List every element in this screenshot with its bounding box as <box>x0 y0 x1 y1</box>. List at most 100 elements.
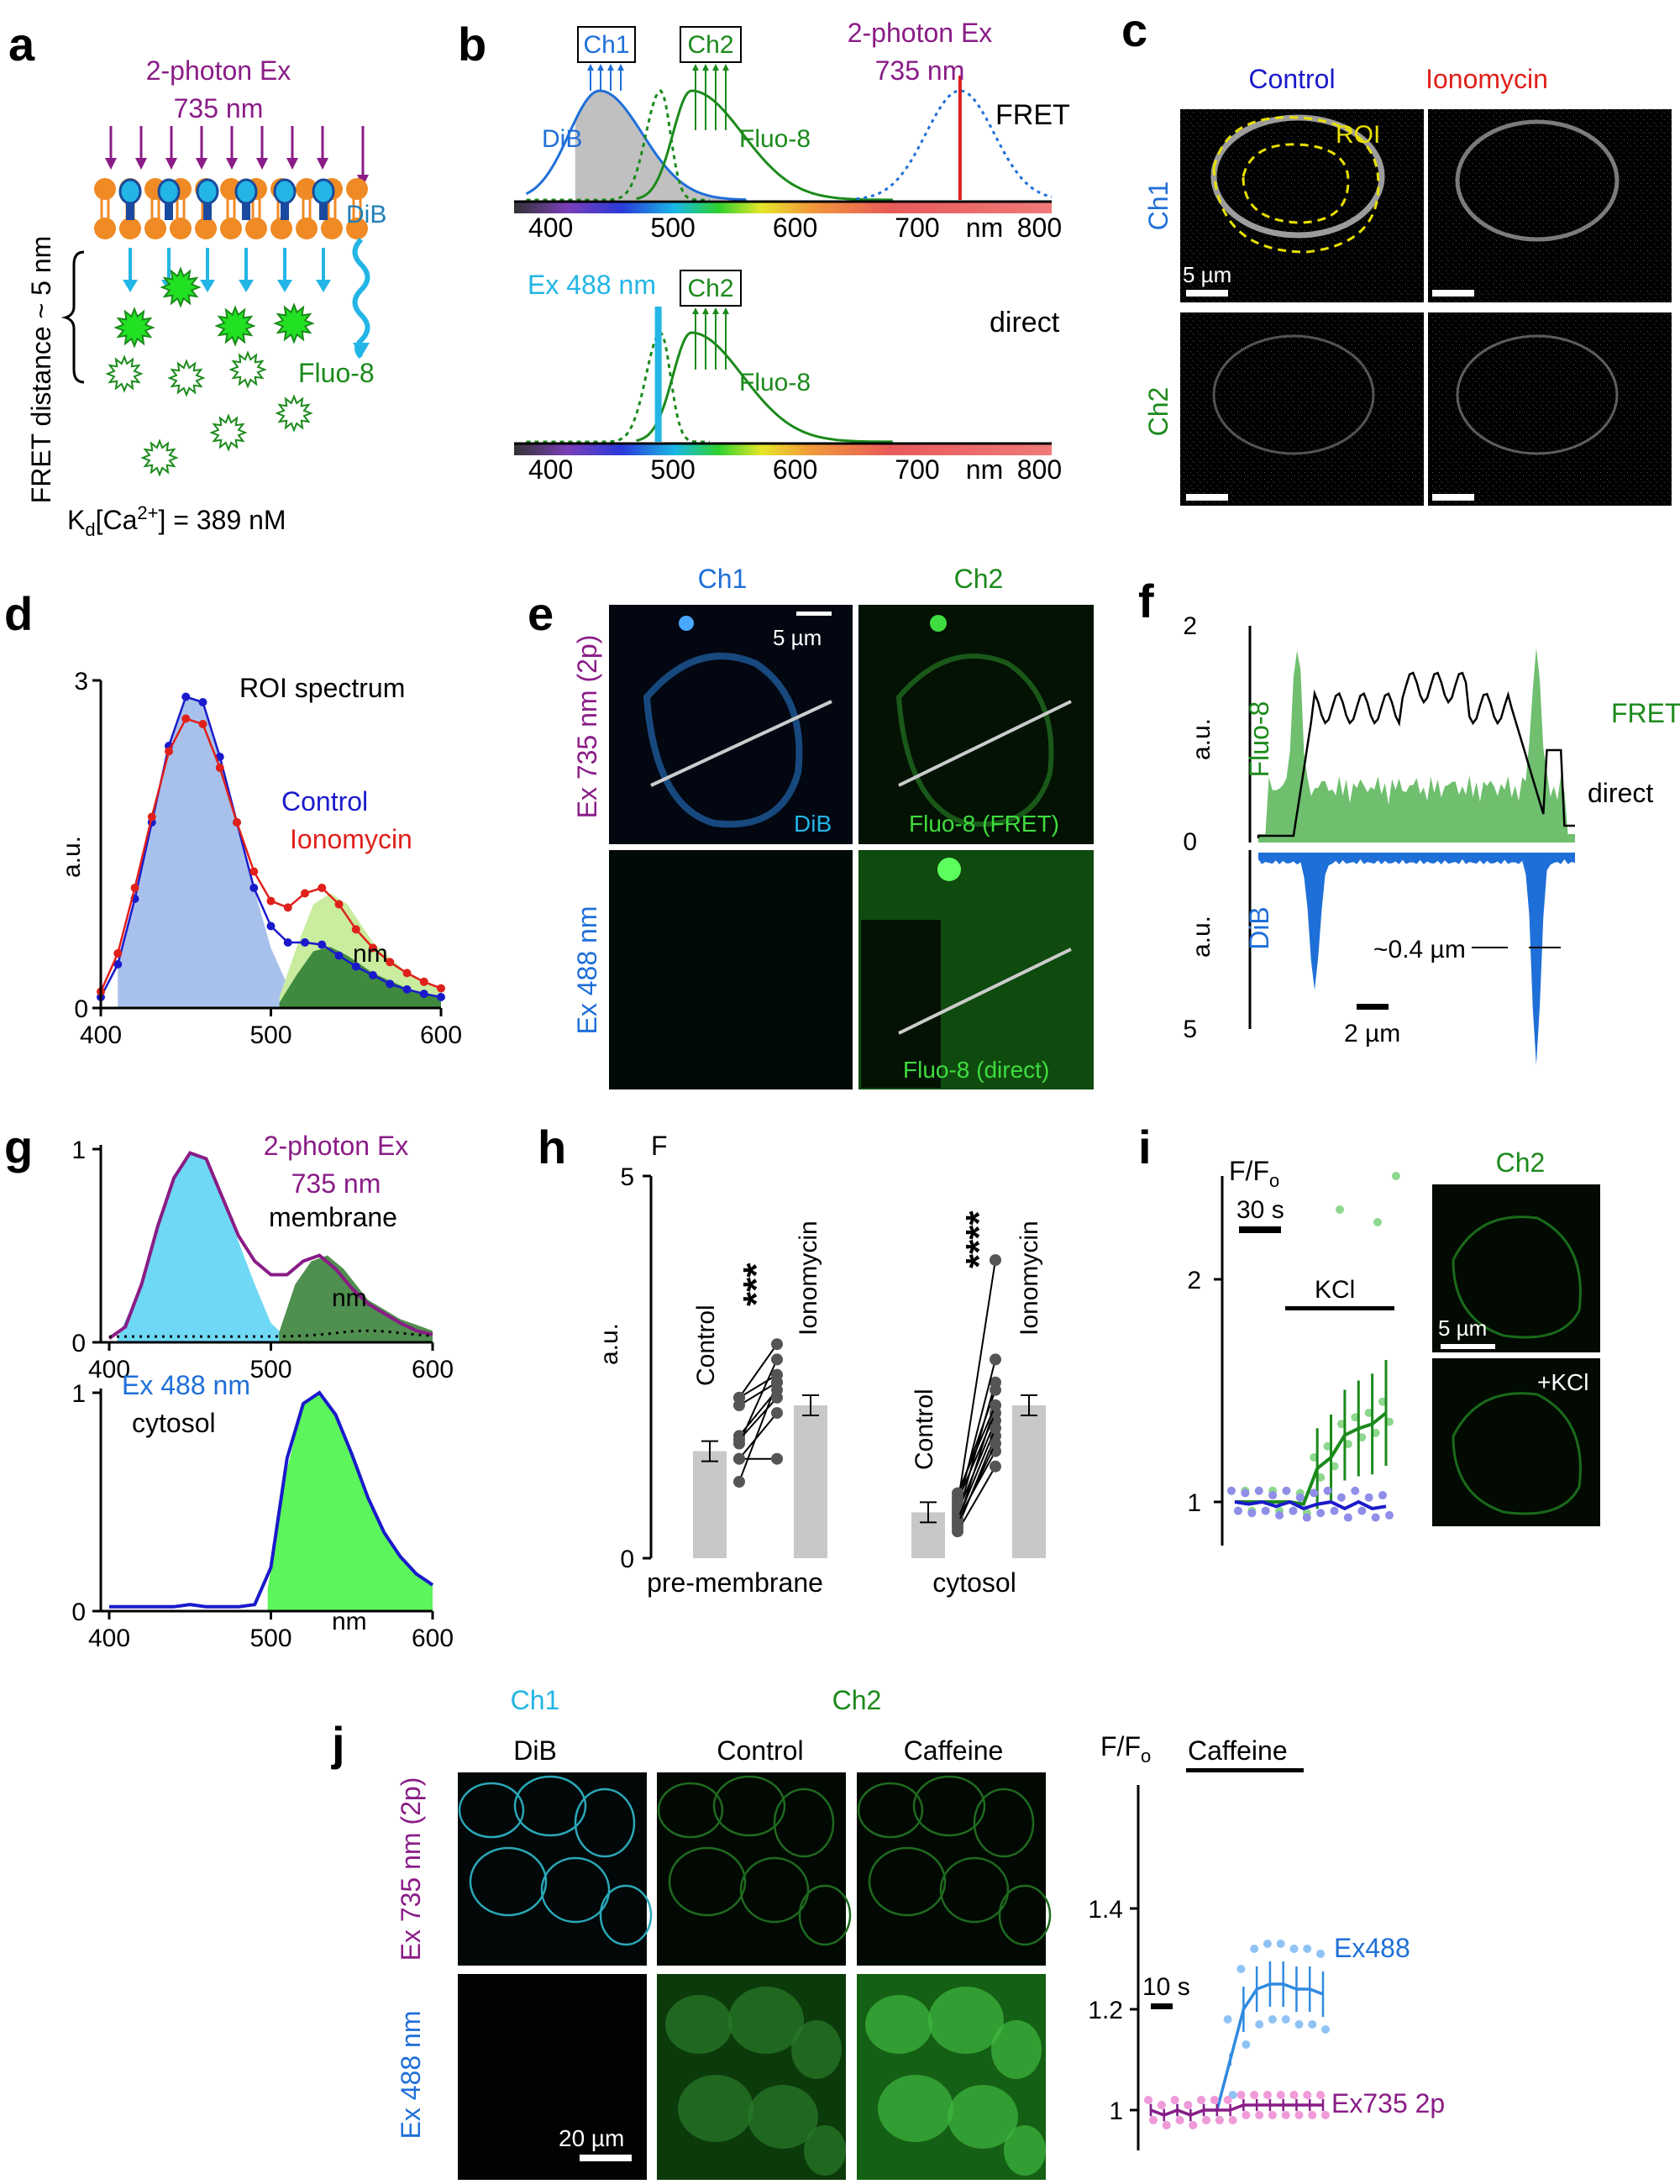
fluo8-label: Fluo-8 <box>298 358 375 388</box>
h-pair-point <box>990 1422 1001 1435</box>
dib-label: DiB <box>346 201 386 228</box>
ex-arrow-head <box>165 158 177 170</box>
fluo8-emission-curve <box>636 89 893 202</box>
ex-arrow-head <box>317 158 328 170</box>
i-raw-point <box>1351 1486 1360 1495</box>
ch2-detect-arrowhead <box>712 64 719 71</box>
d-y-tick-label: 0 <box>74 995 88 1023</box>
i-raw-point <box>1261 1506 1270 1515</box>
control-point <box>419 990 428 999</box>
x-tick-label: 700 <box>895 213 939 243</box>
control-point <box>386 979 395 989</box>
lipid-head-bottom <box>170 218 192 239</box>
g-y-tick-label: 1 <box>71 1380 86 1408</box>
j-y-tick-label: 1.2 <box>1088 1997 1123 2024</box>
f-width-label: ~0.4 µm <box>1373 936 1466 963</box>
h-pair-point <box>990 1254 1001 1267</box>
direct-dark-region <box>861 920 941 1088</box>
ex-arrow-head <box>135 158 147 170</box>
i-scale-bar <box>1441 1344 1495 1349</box>
j-time-label: 10 s <box>1142 1973 1190 2001</box>
g-cytosol-label: cytosol <box>132 1408 216 1438</box>
h-pair-line <box>957 1359 996 1509</box>
dib-probe-head <box>312 178 335 205</box>
spectrum-bar-top <box>514 202 1052 213</box>
i-raw-point <box>1282 1486 1291 1495</box>
j-raw-point <box>1276 1940 1285 1948</box>
j-raw-point <box>1316 1950 1325 1958</box>
ex735-mean-line <box>1150 2103 1323 2117</box>
ionomycin-point <box>198 720 207 728</box>
h-pair-line <box>957 1259 996 1505</box>
h-group-cytosol: cytosol <box>932 1567 1016 1598</box>
x-unit-label: nm <box>966 454 1003 485</box>
image-e-fret <box>858 605 1094 844</box>
e-row2-label: Ex 488 nm <box>572 906 602 1035</box>
x-tick-label: 500 <box>650 454 695 485</box>
h-pair-line <box>738 1412 778 1460</box>
caffeine-time-course: 1 1.2 1.4 <box>1088 1785 1330 2150</box>
j-cell-body <box>728 1987 804 2054</box>
control-point <box>402 984 412 994</box>
h-significance-2: **** <box>958 1210 1000 1268</box>
i-raw-point <box>1316 1509 1326 1518</box>
control-point <box>318 940 327 949</box>
j-cell-outline <box>469 1846 548 1917</box>
ch2-box-bottom <box>680 270 742 307</box>
i-raw-point <box>1234 1506 1242 1515</box>
control-point <box>249 884 259 892</box>
h-f-label: F <box>651 1131 668 1161</box>
j-raw-point <box>1242 2040 1251 2049</box>
g-twop-line1: 2-photon Ex <box>264 1131 409 1161</box>
d-ylabel: a.u. <box>58 836 86 878</box>
fret-spot <box>930 615 947 632</box>
j-raw-point <box>1308 2111 1317 2119</box>
panel-letter-i: i <box>1138 1121 1152 1173</box>
i-ch2-header: Ch2 <box>1496 1147 1546 1178</box>
ch2-detect-arrowhead <box>702 307 709 314</box>
kcl-time-course: 12 <box>1187 1172 1400 1546</box>
fluo8-spectrum-label-top: Fluo-8 <box>739 125 811 153</box>
ch2-label-bottom: Ch2 <box>687 275 733 302</box>
ch2-box-top <box>680 26 742 63</box>
j-raw-point <box>1162 2121 1171 2129</box>
kd-label: Kd[Ca2+] = 389 nM <box>67 502 286 540</box>
i-cell-outline-1 <box>1452 1215 1582 1339</box>
g-ex488-label: Ex 488 nm <box>122 1370 250 1400</box>
lipid-head-top <box>346 178 368 200</box>
j-caffeine-bar-label: Caffeine <box>1188 1735 1288 1766</box>
j-raw-point <box>1281 2111 1290 2119</box>
j-raw-point <box>1250 1945 1259 1953</box>
image-j-control <box>657 1772 846 1966</box>
image-i-control <box>1432 1184 1600 1352</box>
h-pair-line <box>957 1404 996 1494</box>
j-ch2-header: Ch2 <box>832 1685 882 1715</box>
h-pair-line <box>957 1443 996 1525</box>
j-raw-point <box>1303 1945 1312 1953</box>
panel-letter-e: e <box>528 587 554 640</box>
lipid-head-bottom <box>296 218 318 239</box>
lipid-head-bottom <box>220 218 242 239</box>
i-raw-point <box>1378 1491 1387 1500</box>
i-y-tick-label: 2 <box>1187 1267 1201 1294</box>
line-scan-dib <box>650 700 832 787</box>
h-pair-point <box>771 1407 783 1420</box>
j-cell-outlines <box>458 1775 1052 2176</box>
h-pair-point <box>733 1452 745 1465</box>
j-cell-body <box>865 1995 932 2054</box>
panel-j: j Ch1 Ch2 DiB Control Caffeine 20 µm Ex … <box>331 1685 1445 2180</box>
i-raw-point <box>1336 1205 1344 1214</box>
dib-profile-area <box>1258 853 1575 1065</box>
i-raw-point <box>1295 1493 1305 1502</box>
cell-outline-c4 <box>1456 334 1619 455</box>
lipid-head-top <box>296 178 318 200</box>
cytosol-fill <box>267 1393 433 1611</box>
control-point <box>181 692 191 701</box>
cytosol-spectrum-line <box>109 1390 434 1609</box>
ionomycin-point <box>181 714 191 723</box>
d-unit: nm <box>353 940 388 968</box>
control-header: Control <box>1248 64 1335 94</box>
h-pair-line <box>957 1466 996 1532</box>
fluo8-unbound <box>228 350 267 389</box>
